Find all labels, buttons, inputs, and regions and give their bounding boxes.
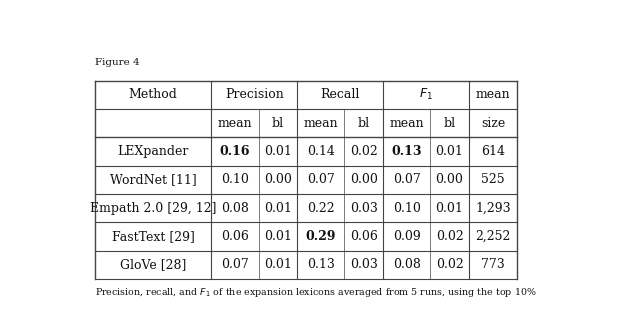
Text: Method: Method <box>129 88 177 101</box>
Text: 0.07: 0.07 <box>393 173 420 186</box>
Text: 0.08: 0.08 <box>221 202 249 215</box>
Text: 0.01: 0.01 <box>436 202 463 215</box>
Text: 2,252: 2,252 <box>476 230 511 243</box>
Text: 0.03: 0.03 <box>350 258 378 271</box>
Text: 0.08: 0.08 <box>393 258 420 271</box>
Text: 0.00: 0.00 <box>350 173 378 186</box>
Text: Precision: Precision <box>225 88 284 101</box>
Text: 773: 773 <box>481 258 505 271</box>
Text: 0.02: 0.02 <box>436 230 463 243</box>
Text: Recall: Recall <box>321 88 360 101</box>
Text: 0.01: 0.01 <box>264 145 292 158</box>
Text: 0.10: 0.10 <box>221 173 249 186</box>
Text: 0.13: 0.13 <box>392 145 422 158</box>
Text: 0.22: 0.22 <box>307 202 335 215</box>
Text: $F_1$: $F_1$ <box>419 87 433 102</box>
Text: bl: bl <box>444 117 456 130</box>
Text: Empath 2.0 [29, 12]: Empath 2.0 [29, 12] <box>90 202 216 215</box>
Text: 0.03: 0.03 <box>350 202 378 215</box>
Text: Figure 4: Figure 4 <box>95 58 140 67</box>
Text: 0.01: 0.01 <box>436 145 463 158</box>
Text: bl: bl <box>358 117 370 130</box>
Text: 0.01: 0.01 <box>264 230 292 243</box>
Text: 0.06: 0.06 <box>221 230 249 243</box>
Text: 0.02: 0.02 <box>350 145 378 158</box>
Text: WordNet [11]: WordNet [11] <box>110 173 196 186</box>
Text: Precision, recall, and $F_1$ of the expansion lexicons averaged from 5 runs, usi: Precision, recall, and $F_1$ of the expa… <box>95 286 536 299</box>
Text: bl: bl <box>272 117 284 130</box>
Text: 614: 614 <box>481 145 505 158</box>
Text: 0.29: 0.29 <box>305 230 336 243</box>
Text: mean: mean <box>389 117 424 130</box>
Text: 0.00: 0.00 <box>436 173 463 186</box>
Text: 0.07: 0.07 <box>221 258 249 271</box>
Text: 0.14: 0.14 <box>307 145 335 158</box>
Text: 0.06: 0.06 <box>350 230 378 243</box>
Text: 1,293: 1,293 <box>476 202 511 215</box>
Text: 0.02: 0.02 <box>436 258 463 271</box>
Text: mean: mean <box>476 88 511 101</box>
Text: size: size <box>481 117 506 130</box>
Text: FastText [29]: FastText [29] <box>112 230 195 243</box>
Text: mean: mean <box>218 117 252 130</box>
Text: GloVe [28]: GloVe [28] <box>120 258 186 271</box>
Text: 0.01: 0.01 <box>264 258 292 271</box>
Text: 0.13: 0.13 <box>307 258 335 271</box>
Text: 0.16: 0.16 <box>220 145 250 158</box>
Text: LEXpander: LEXpander <box>118 145 189 158</box>
Text: 0.00: 0.00 <box>264 173 292 186</box>
Text: 0.09: 0.09 <box>393 230 420 243</box>
Text: 0.07: 0.07 <box>307 173 335 186</box>
Text: 0.01: 0.01 <box>264 202 292 215</box>
Text: 525: 525 <box>481 173 505 186</box>
Text: 0.10: 0.10 <box>393 202 420 215</box>
Text: mean: mean <box>303 117 338 130</box>
